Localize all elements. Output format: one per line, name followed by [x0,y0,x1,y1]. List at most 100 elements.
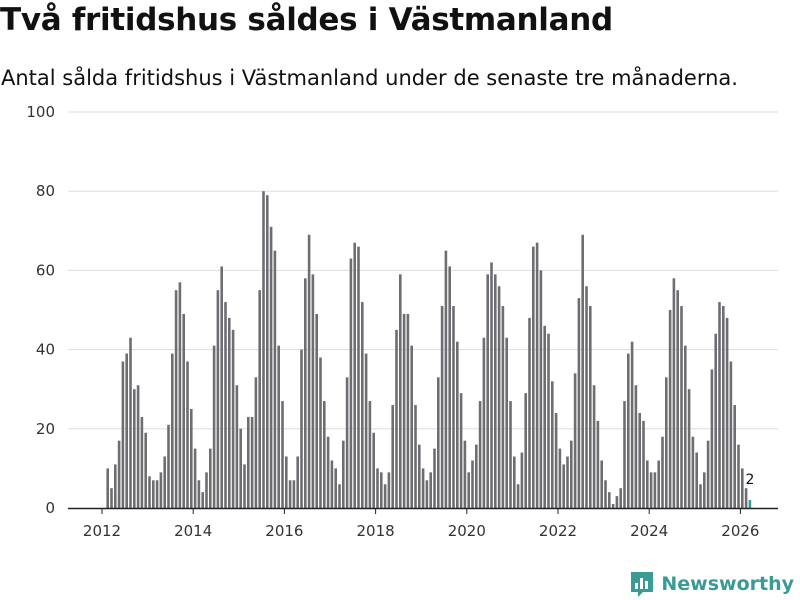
bar [577,298,581,508]
bar [342,440,345,508]
bar [429,472,432,508]
bar [448,266,451,508]
bar [300,349,303,508]
bar [228,317,231,508]
bar [558,448,562,508]
bar [239,428,242,508]
chart-subtitle: Antal sålda fritidshus i Västmanland und… [1,66,738,90]
bar [254,377,258,508]
bar [478,401,482,508]
bar [657,460,660,508]
bar [676,290,679,508]
bar [653,472,657,508]
bar [372,432,375,508]
bar [414,405,417,508]
bar [163,456,166,508]
bar [167,424,170,508]
x-tick-label: 2016 [265,522,303,540]
y-tick-label: 40 [36,341,55,359]
bar [722,306,725,508]
bar [323,401,326,508]
x-tick-label: 2024 [630,522,668,540]
bar [482,337,486,508]
bar [406,313,410,508]
bar [513,456,516,508]
bar [121,361,125,508]
bar [437,377,440,508]
bar [140,416,144,508]
bar [376,468,379,508]
bar [634,385,638,508]
x-axis-ticks: 2012 2014 2016 2018 2020 2022 2024 2026 [83,508,759,540]
bar [570,440,573,508]
bar [494,274,497,508]
bar [463,440,467,508]
bar [646,460,649,508]
newsworthy-logo-icon [631,572,654,597]
bar [528,317,531,508]
bar [741,468,744,508]
y-tick-label: 100 [26,103,55,121]
bar [718,302,721,508]
bar [604,480,607,508]
bar [383,484,387,508]
bar [292,480,296,508]
bar [174,290,178,508]
bar [596,420,600,508]
bar [133,389,136,508]
x-tick-label: 2018 [357,522,395,540]
bar [216,290,220,508]
bars [106,191,752,508]
bar [475,444,478,508]
bar [744,488,748,508]
bar [638,412,641,508]
bar [509,401,512,508]
bar [733,405,736,508]
bar [152,480,155,508]
bar [319,357,322,508]
bar [585,286,588,508]
bar [171,353,174,508]
bar [516,484,520,508]
bar [672,278,676,508]
bar [311,274,315,508]
bar [691,436,695,508]
y-tick-label: 60 [36,261,55,279]
bar [623,401,626,508]
bar [349,258,353,508]
y-axis-ticks: 0 20 40 60 80 100 [26,103,55,517]
bar [532,246,535,508]
bar [114,464,117,508]
bar [307,234,311,508]
bar [361,302,364,508]
bar [456,341,459,508]
y-tick-label: 20 [36,420,55,438]
bar [680,306,683,508]
bar [467,472,470,508]
bar [668,310,672,508]
bar [399,274,402,508]
bar [649,472,653,508]
bar [695,452,698,508]
bar [353,242,356,508]
brand-logo: Newsworthy [629,570,794,598]
bar [106,468,109,508]
bar [380,472,383,508]
chart-title: Två fritidshus såldes i Västmanland [0,2,613,38]
bar [562,464,565,508]
bar [273,250,277,508]
bar [402,313,406,508]
bar [642,420,645,508]
bar [486,274,489,508]
bar [235,385,239,508]
bar [608,492,611,508]
bar [391,405,394,508]
bar [201,492,204,508]
bar [304,278,307,508]
bar [452,306,455,508]
bar [703,472,706,508]
bar [136,385,140,508]
bar [345,377,349,508]
bar [330,460,334,508]
